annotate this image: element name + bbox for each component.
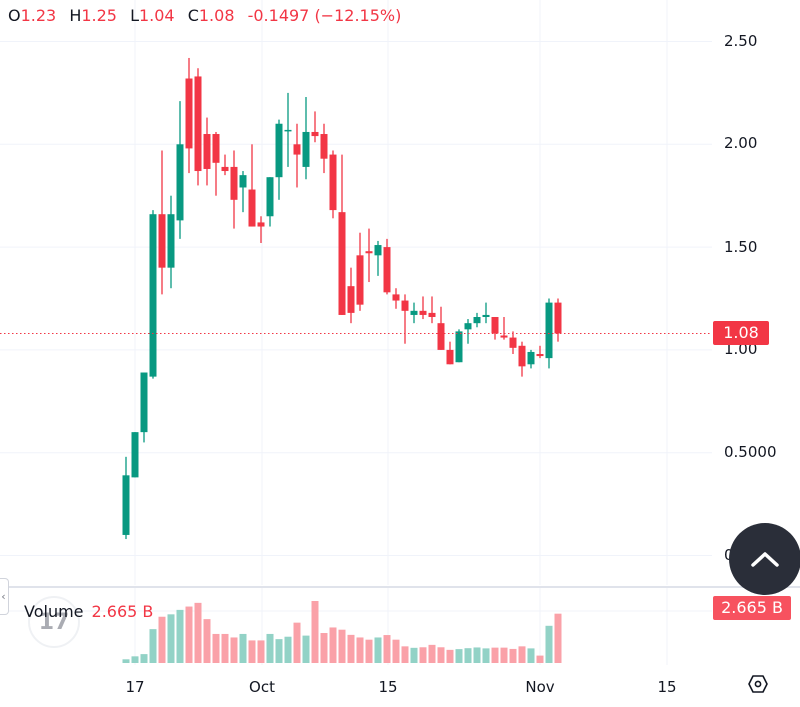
price-tick-0: 0	[724, 546, 800, 564]
high-value: 1.25	[81, 6, 117, 25]
low-key: L	[130, 6, 139, 25]
price-tick-2-50: 2.50	[724, 32, 758, 50]
low-value: 1.04	[138, 6, 175, 25]
time-tick-15: 15	[378, 678, 398, 696]
volume-badge: 2.665 B	[713, 596, 791, 620]
volume-label: Volume	[24, 602, 84, 621]
time-tick-nov: Nov	[525, 678, 555, 696]
tradingview-logo-icon[interactable]: 17	[28, 596, 80, 648]
chevron-left-icon: ‹	[1, 590, 6, 603]
chart-settings-button[interactable]	[746, 672, 770, 696]
hexagon-gear-icon	[748, 675, 768, 693]
collapse-panel-button[interactable]: ‹	[0, 578, 9, 615]
time-tick-15-nov: 15	[657, 678, 677, 696]
open-key: O	[8, 6, 21, 25]
price-tick-1-50: 1.50	[724, 238, 758, 256]
change-value: -0.1497 (−12.15%)	[247, 6, 402, 25]
price-tick-0-50: 0.5000	[724, 443, 777, 461]
close-value: 1.08	[198, 6, 235, 25]
time-tick-17: 17	[125, 678, 145, 696]
open-value: 1.23	[20, 6, 57, 25]
scroll-to-realtime-button[interactable]	[729, 523, 800, 595]
close-key: C	[187, 6, 199, 25]
price-tick-2-00: 2.00	[724, 134, 758, 152]
time-tick-oct: Oct	[249, 678, 275, 696]
chevron-up-icon	[751, 552, 779, 567]
last-price-badge: 1.08	[713, 321, 769, 345]
ohlc-legend: O1.23 H1.25 L1.04 C1.08 -0.1497 (−12.15%…	[8, 6, 409, 25]
volume-value: 2.665 B	[91, 602, 154, 621]
high-key: H	[69, 6, 82, 25]
volume-legend: Volume 2.665 B	[24, 602, 153, 621]
